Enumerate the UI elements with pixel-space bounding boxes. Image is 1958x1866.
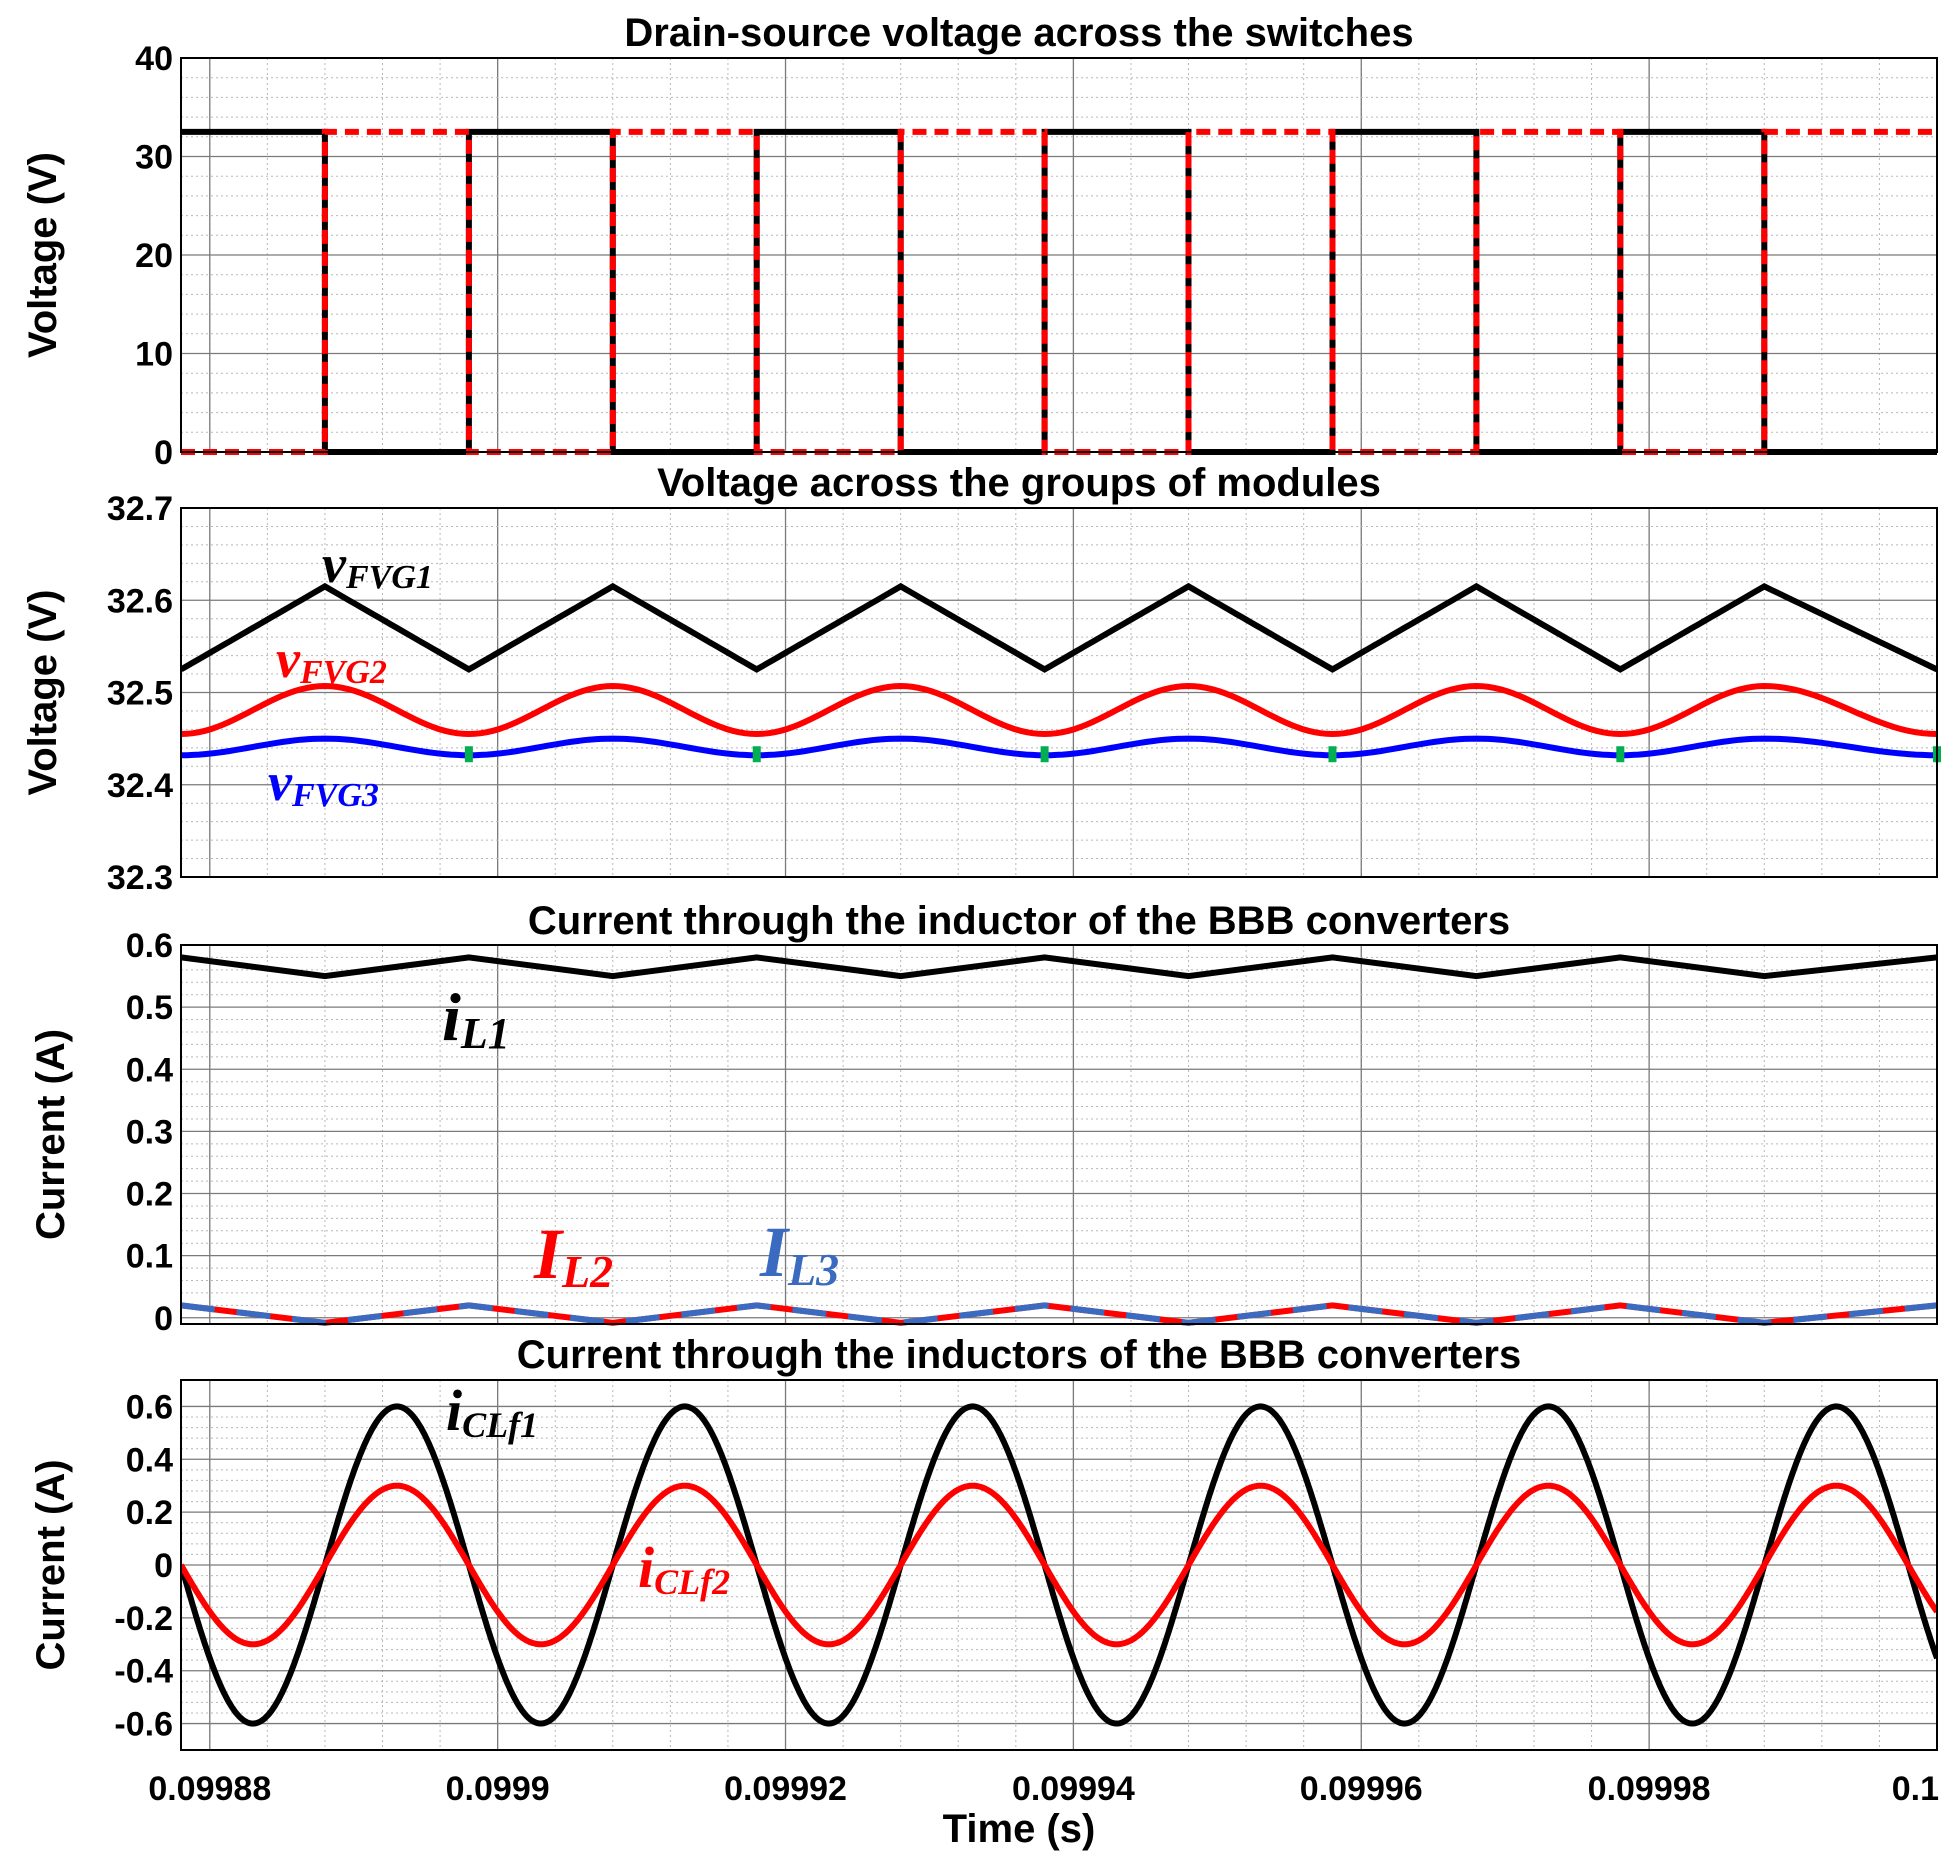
x-tick-label: 0.09992 bbox=[724, 1770, 847, 1808]
y-tick-label: 0.4 bbox=[126, 1051, 173, 1089]
y-tick-label: 32.6 bbox=[107, 582, 173, 620]
y-axis-label: Current (A) bbox=[29, 1459, 73, 1670]
series-iCLf1 bbox=[181, 1403, 1937, 1727]
axes-frame bbox=[180, 57, 1938, 453]
annotation-sub: L3 bbox=[787, 1244, 839, 1295]
annotation-sub: FVG3 bbox=[291, 777, 379, 814]
annotation-iL1: iL1 bbox=[442, 979, 510, 1058]
chart-title: Voltage across the groups of modules bbox=[657, 461, 1381, 505]
panel-group-voltages: 32.3 32.4 32.5 32.6 32.7 Voltage across the … bbox=[21, 461, 1941, 897]
y-tick-label: 10 bbox=[135, 336, 173, 374]
x-axis-label: Time (s) bbox=[943, 1807, 1096, 1851]
chart-title: Current through the inductors of the BBB… bbox=[517, 1333, 1522, 1377]
y-tick-label: 32.3 bbox=[107, 859, 173, 897]
annotation-vFVG1: vFVG1 bbox=[322, 534, 433, 596]
series-layer bbox=[181, 954, 1937, 1326]
annotation-main: v bbox=[268, 752, 293, 812]
annotation-sub: L2 bbox=[561, 1246, 613, 1297]
y-tick-label: 0 bbox=[154, 1300, 173, 1338]
annotation-sub: CLf1 bbox=[462, 1405, 538, 1445]
annotation-iCLf1: iCLf1 bbox=[446, 1378, 538, 1445]
chart-title: Current through the inductor of the BBB … bbox=[528, 899, 1510, 943]
y-tick-label: 0.1 bbox=[126, 1238, 173, 1276]
series-iL1 bbox=[181, 954, 1937, 980]
y-tick-label: -0.2 bbox=[114, 1600, 173, 1638]
annotation-main: i bbox=[638, 1535, 654, 1600]
x-tick-label: 0.09996 bbox=[1300, 1770, 1423, 1808]
y-tick-label: 32.7 bbox=[107, 490, 173, 528]
y-tick-label: 0.3 bbox=[126, 1113, 173, 1151]
annotation-sub: FVG2 bbox=[299, 654, 387, 691]
y-tick-label: 0.6 bbox=[126, 927, 173, 965]
y-tick-label: 0.2 bbox=[126, 1176, 173, 1214]
y-tick-label: 0.5 bbox=[126, 989, 173, 1027]
axes-frame bbox=[180, 507, 1938, 878]
x-ticks: 0.09988 0.0999 0.09992 0.09994 0.09996 0.0999… bbox=[148, 1770, 1939, 1808]
y-tick-label: 20 bbox=[135, 237, 173, 275]
y-tick-label: 0.6 bbox=[126, 1388, 173, 1426]
panel-inductor-current: 0 0.1 0.2 0.3 0.4 0.5 0.6 Current through the … bbox=[29, 899, 1938, 1338]
annotation-main: v bbox=[276, 629, 301, 689]
annotation-iCLf2: iCLf2 bbox=[638, 1535, 730, 1602]
annotation-main: I bbox=[759, 1212, 791, 1292]
chart-title: Drain-source voltage across the switches bbox=[624, 11, 1413, 55]
annotation-IL3: IL3 bbox=[759, 1212, 839, 1295]
data-marker bbox=[1040, 746, 1049, 763]
series-IL3 bbox=[181, 1302, 1937, 1326]
x-tick-label: 0.09998 bbox=[1588, 1770, 1711, 1808]
data-marker bbox=[752, 746, 761, 763]
series-layer bbox=[181, 1403, 1937, 1727]
y-tick-label: 32.4 bbox=[107, 767, 173, 805]
annotation-sub: CLf2 bbox=[654, 1562, 730, 1602]
data-marker bbox=[1328, 746, 1337, 763]
annotation-main: i bbox=[442, 979, 461, 1055]
annotation-vFVG3: vFVG3 bbox=[268, 752, 379, 814]
y-tick-label: 32.5 bbox=[107, 675, 173, 713]
x-tick-label: 0.1 bbox=[1892, 1770, 1939, 1808]
y-axis-label: Current (A) bbox=[29, 1029, 73, 1240]
series-layer bbox=[181, 128, 1937, 455]
x-tick-label: 0.09988 bbox=[148, 1770, 271, 1808]
annotation-main: v bbox=[322, 534, 347, 594]
x-tick-label: 0.0999 bbox=[446, 1770, 550, 1808]
panel-drain-source-voltage: 0 10 20 30 40 Drain-source voltage across th… bbox=[21, 11, 1938, 472]
series-vFVG2 bbox=[181, 682, 1937, 738]
y-tick-label: 0 bbox=[154, 434, 173, 472]
axes-frame bbox=[180, 944, 1938, 1325]
panel-filter-currents: -0.6-0.4-0.200.20.40.6 0.09988 0.0999 0.09… bbox=[29, 1333, 1939, 1851]
y-tick-label: 0 bbox=[154, 1547, 173, 1585]
axes-frame bbox=[180, 1379, 1938, 1751]
annotation-main: I bbox=[533, 1214, 565, 1294]
x-tick-label: 0.09994 bbox=[1012, 1770, 1135, 1808]
series-vFVG1 bbox=[181, 582, 1937, 673]
y-axis-label: Voltage (V) bbox=[21, 590, 65, 796]
annotation-sub: FVG1 bbox=[345, 559, 433, 596]
annotation-main: i bbox=[446, 1378, 462, 1443]
y-tick-label: 30 bbox=[135, 139, 173, 177]
series-vds-switch-2 bbox=[181, 128, 1937, 455]
y-axis-label: Voltage (V) bbox=[21, 152, 65, 358]
series-iCLf2 bbox=[181, 1482, 1937, 1648]
y-ticks: 32.3 32.4 32.5 32.6 32.7 bbox=[107, 490, 173, 897]
y-ticks: -0.6 -0.4 -0.2 0 0.2 0.4 0.6 bbox=[114, 1388, 173, 1743]
data-marker bbox=[464, 746, 473, 763]
y-tick-label: 40 bbox=[135, 40, 173, 78]
annotation-IL2: IL2 bbox=[533, 1214, 613, 1297]
annotation-sub: L1 bbox=[460, 1009, 510, 1058]
y-ticks: 0 0.1 0.2 0.3 0.4 0.5 0.6 bbox=[126, 927, 173, 1338]
data-marker bbox=[1616, 746, 1625, 763]
y-tick-label: 0.2 bbox=[126, 1494, 173, 1532]
y-tick-label: 0.4 bbox=[126, 1441, 173, 1479]
grid bbox=[181, 57, 1938, 453]
y-ticks: 0 10 20 30 40 bbox=[135, 40, 173, 472]
y-tick-label: -0.6 bbox=[114, 1706, 173, 1744]
annotation-vFVG2: vFVG2 bbox=[276, 629, 387, 691]
y-tick-label: -0.4 bbox=[114, 1653, 173, 1691]
